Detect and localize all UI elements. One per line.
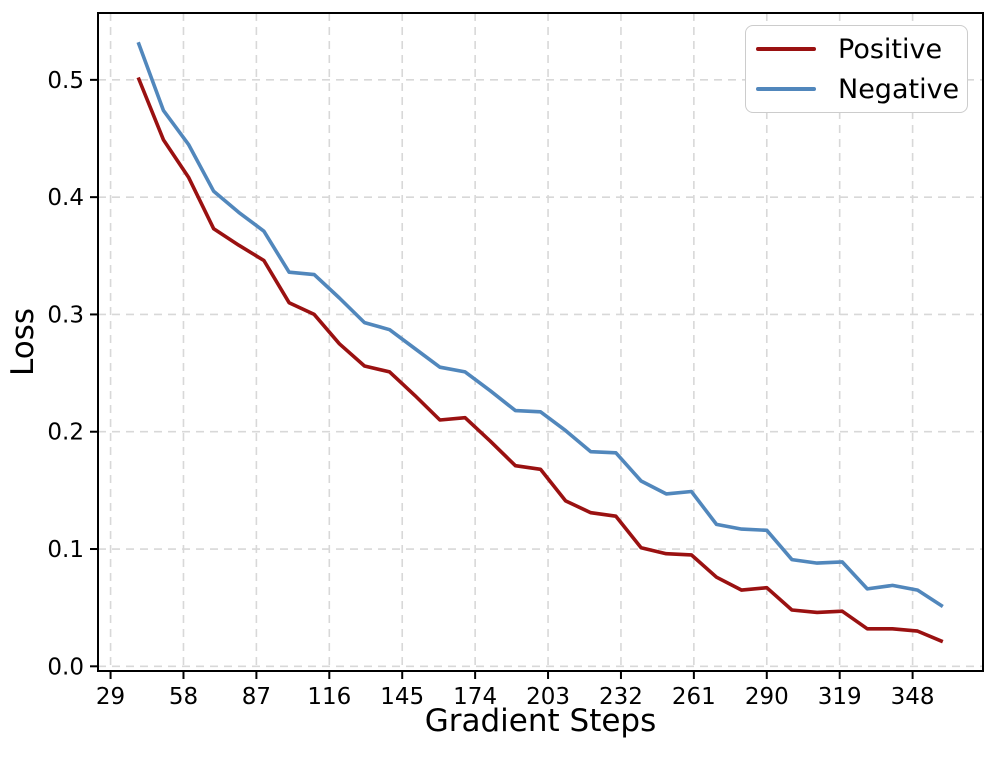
x-tick-label: 145 — [380, 684, 424, 710]
x-tick-label: 319 — [818, 684, 862, 710]
y-tick-label: 0.3 — [47, 302, 84, 328]
x-tick-label: 174 — [453, 684, 497, 710]
plot-border — [97, 12, 984, 672]
legend-entry-negative: Negative — [756, 69, 960, 109]
x-tick-label: 348 — [891, 684, 935, 710]
legend: Positive Negative — [745, 25, 968, 113]
series-line-positive — [136, 76, 944, 644]
y-tick-label: 0.1 — [47, 537, 84, 563]
y-tick-label: 0.4 — [47, 185, 84, 211]
x-tick-label: 232 — [599, 684, 643, 710]
negative-line-swatch — [756, 87, 816, 91]
legend-entry-positive: Positive — [756, 29, 957, 69]
positive-line-swatch — [756, 47, 816, 51]
y-tick-label: 0.0 — [47, 654, 84, 680]
legend-label-negative: Negative — [838, 73, 960, 105]
series-line-negative — [136, 41, 944, 609]
x-tick-label: 116 — [307, 684, 351, 710]
y-tick-label: 0.5 — [47, 68, 84, 94]
x-tick-label: 203 — [526, 684, 570, 710]
x-tick-label: 87 — [242, 684, 271, 710]
x-tick-label: 261 — [672, 684, 716, 710]
legend-label-positive: Positive — [838, 33, 943, 65]
x-tick-label: 58 — [169, 684, 198, 710]
y-tick-label: 0.2 — [47, 420, 84, 446]
x-tick-label: 29 — [96, 684, 125, 710]
y-axis-label: Loss — [5, 308, 41, 376]
x-axis-label: Gradient Steps — [424, 703, 657, 739]
x-tick-label: 290 — [745, 684, 789, 710]
